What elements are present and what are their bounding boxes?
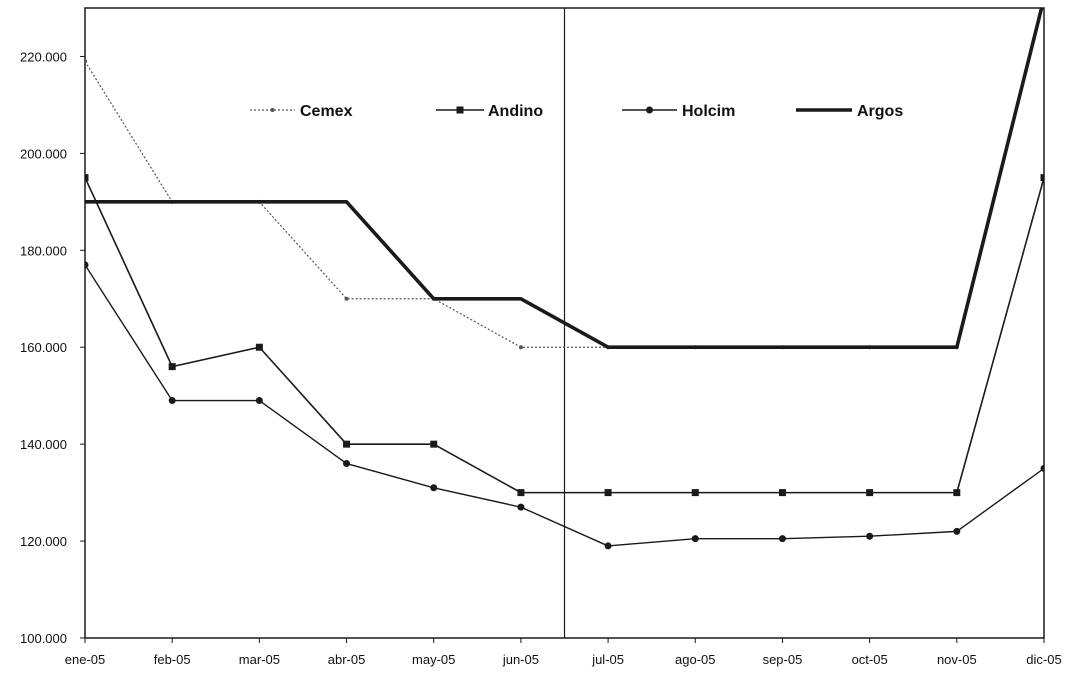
data-point-holcim [1041,465,1048,472]
data-point-holcim [256,397,263,404]
data-point-andino [82,174,89,181]
data-point-andino [517,489,524,496]
data-point-cemex [83,59,87,63]
data-point-andino [343,441,350,448]
x-tick-label: sep-05 [763,652,803,667]
legend-item-argos: Argos [796,103,903,120]
data-point-holcim [430,484,437,491]
data-point-andino [692,489,699,496]
legend-item-cemex: Cemex [250,103,353,120]
x-tick-label: nov-05 [937,652,977,667]
legend-marker-holcim [646,107,653,114]
y-tick-label: 120.000 [20,534,67,549]
x-tick-label: mar-05 [239,652,280,667]
y-tick-label: 180.000 [20,243,67,258]
legend-label-argos: Argos [857,103,903,120]
x-tick-label: ene-05 [65,652,105,667]
data-point-andino [430,441,437,448]
data-point-holcim [866,533,873,540]
data-point-andino [779,489,786,496]
x-tick-label: dic-05 [1026,652,1061,667]
data-point-cemex [345,297,349,301]
data-point-holcim [605,542,612,549]
data-point-holcim [517,504,524,511]
x-tick-label: jun-05 [502,652,539,667]
x-tick-label: abr-05 [328,652,366,667]
data-point-andino [169,363,176,370]
data-point-holcim [692,535,699,542]
data-point-holcim [169,397,176,404]
data-point-andino [605,489,612,496]
data-point-holcim [779,535,786,542]
y-tick-label: 140.000 [20,437,67,452]
legend-label-cemex: Cemex [300,103,353,120]
data-point-andino [866,489,873,496]
data-point-andino [1041,174,1048,181]
data-point-cemex [519,345,523,349]
data-point-holcim [82,261,89,268]
x-tick-label: ago-05 [675,652,715,667]
y-tick-label: 200.000 [20,146,67,161]
y-tick-label: 160.000 [20,340,67,355]
legend-item-holcim: Holcim [622,103,735,120]
legend-item-andino: Andino [436,103,543,120]
data-point-andino [256,344,263,351]
legend-label-holcim: Holcim [682,103,735,120]
y-tick-label: 220.000 [20,49,67,64]
x-tick-label: jul-05 [591,652,624,667]
data-point-holcim [343,460,350,467]
legend-marker-andino [457,107,464,114]
x-tick-label: may-05 [412,652,455,667]
x-tick-label: oct-05 [852,652,888,667]
legend-label-andino: Andino [488,103,543,120]
data-point-andino [953,489,960,496]
x-tick-label: feb-05 [154,652,191,667]
y-tick-label: 100.000 [20,631,67,646]
legend-marker-cemex [271,108,275,112]
data-point-holcim [953,528,960,535]
